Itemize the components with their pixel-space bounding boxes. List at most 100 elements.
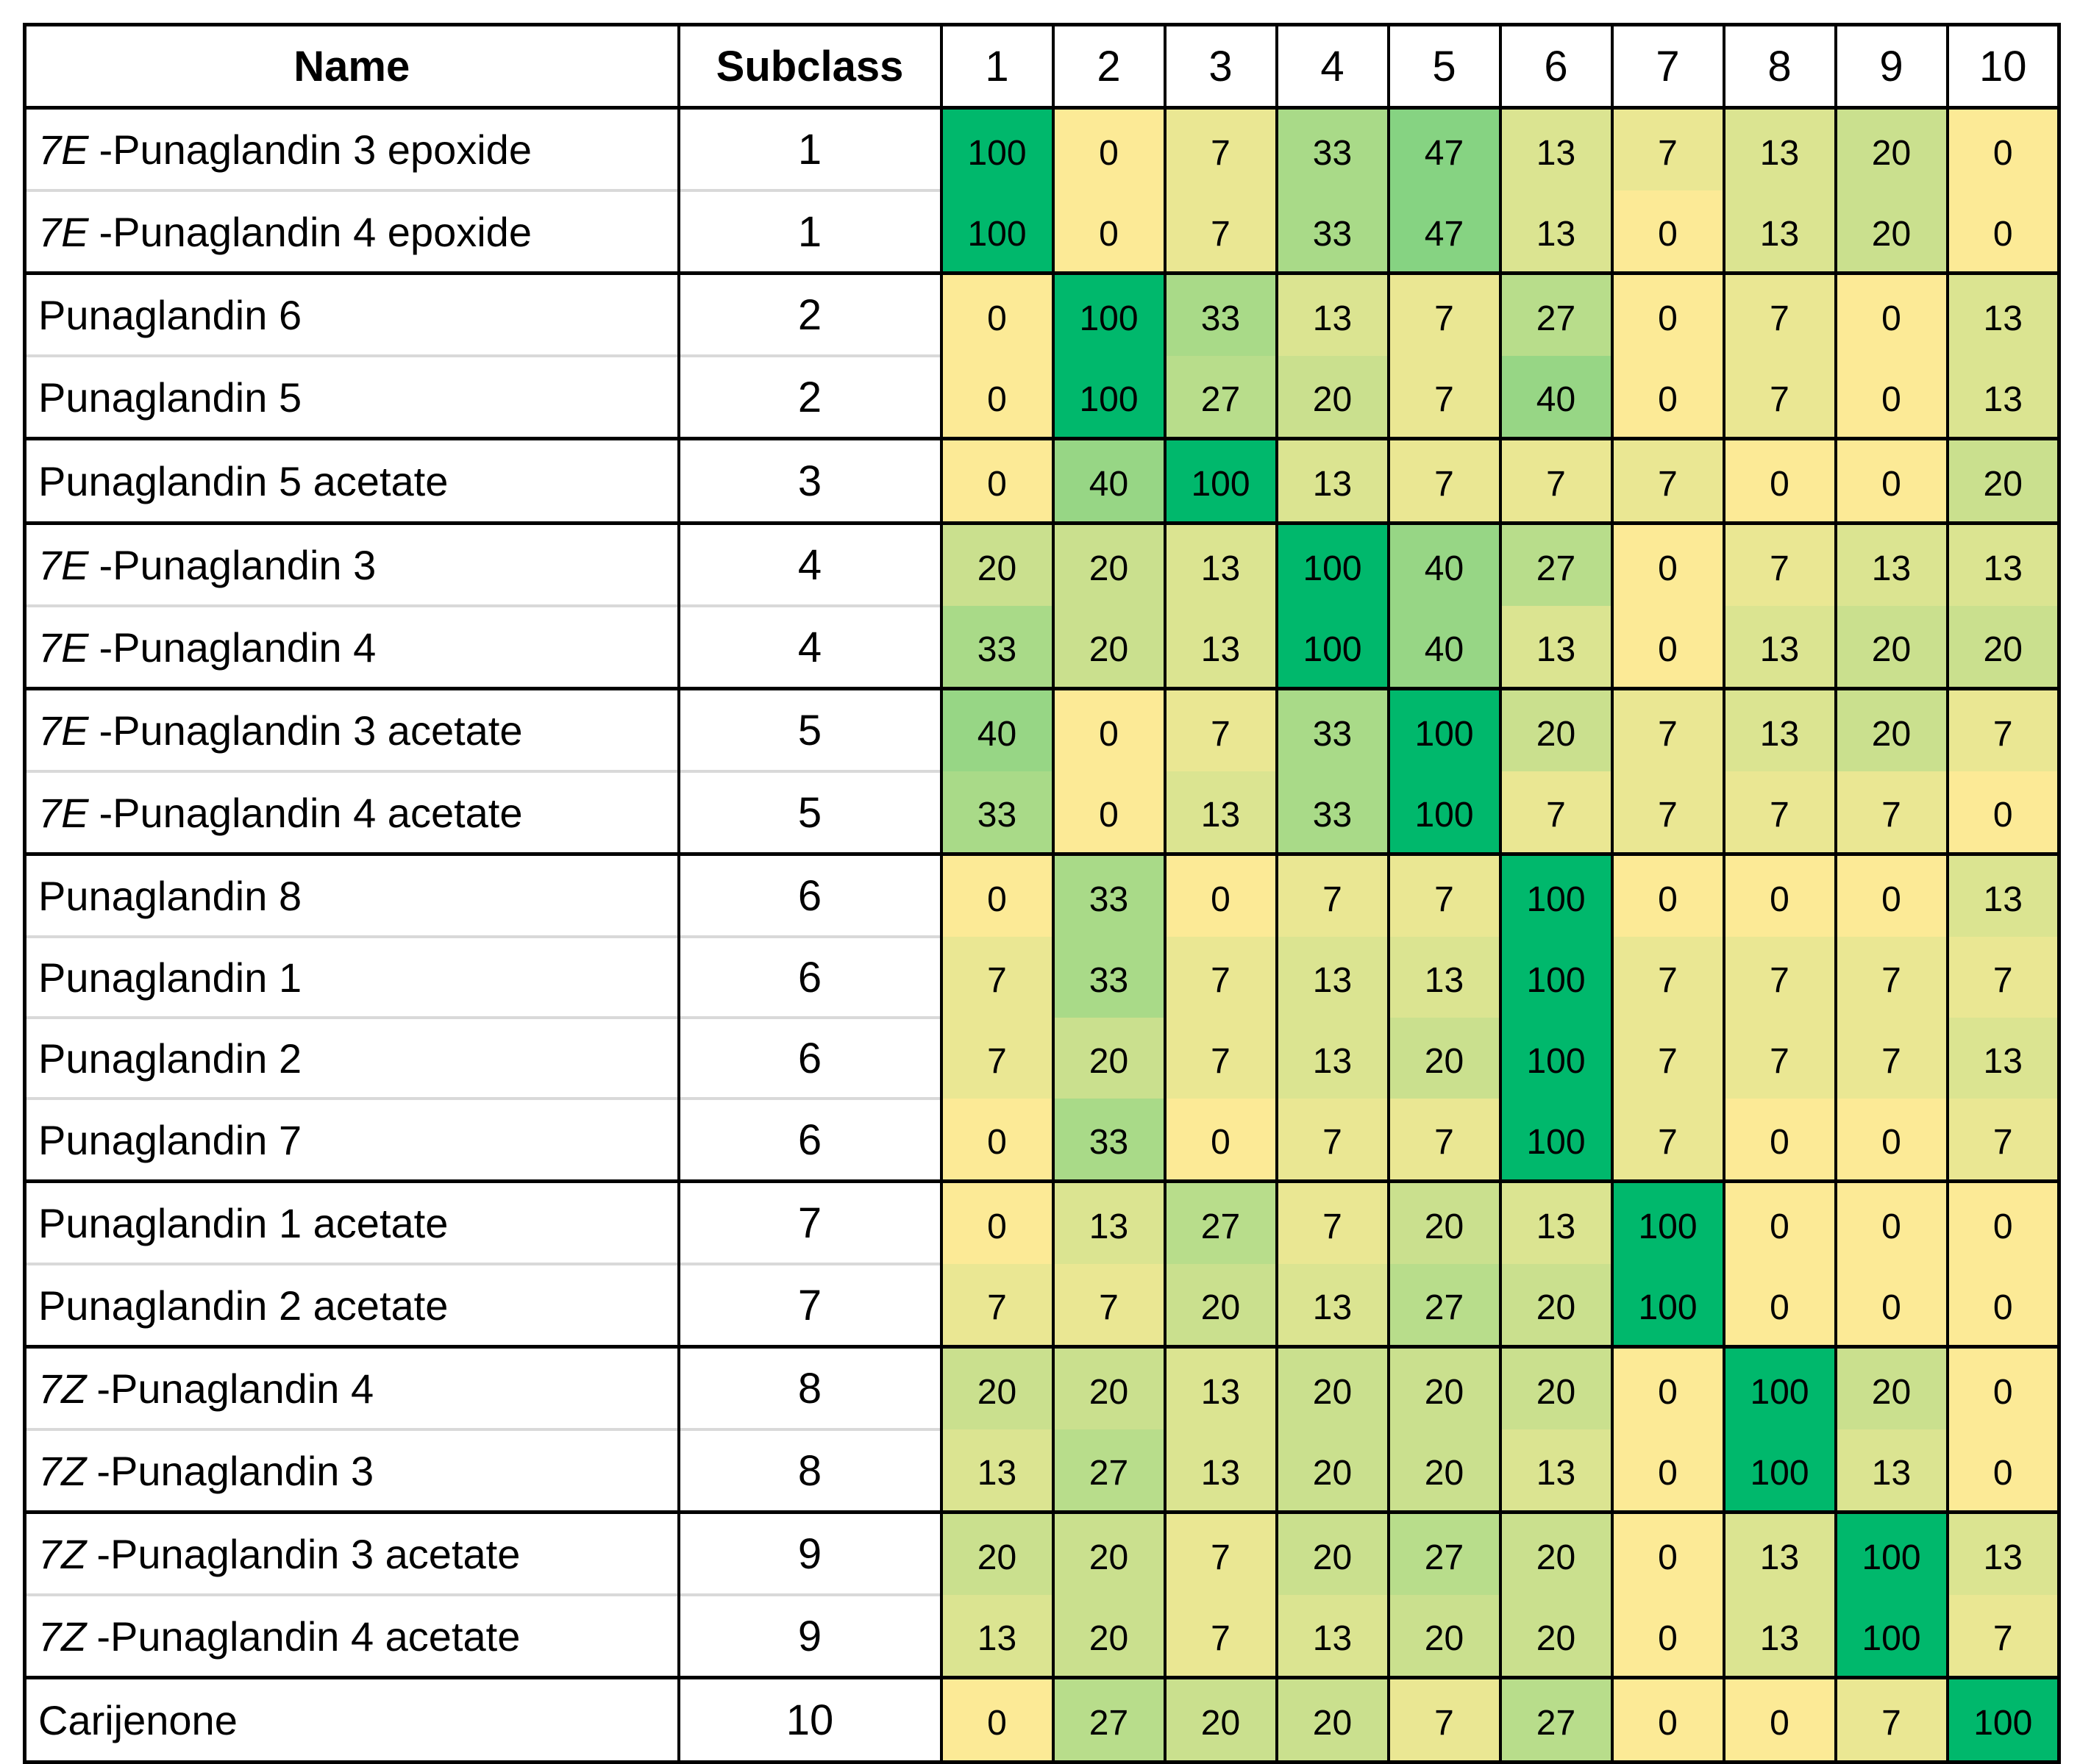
value-cell: 13	[1275, 1264, 1390, 1347]
value-cell: 13	[1051, 1179, 1167, 1264]
name-cell: Carijenone	[23, 1676, 680, 1763]
value-cell: 20	[1945, 606, 2061, 689]
value-cell: 7	[1498, 771, 1614, 854]
name-cell: 7Z -Punaglandin 3 acetate	[23, 1510, 680, 1595]
value-cell: 7	[1051, 1264, 1167, 1347]
table-row: 7Z -Punaglandin 3 8 13 27 13 20 20 13 0 100 13 0	[23, 1428, 2061, 1513]
subclass-cell: 1	[677, 106, 943, 190]
name-cell: 7E -Punaglandin 3 epoxide	[23, 106, 680, 190]
value-cell: 100	[1722, 1345, 1837, 1429]
value-cell: 33	[1051, 852, 1167, 937]
value-cell: 20	[1275, 1429, 1390, 1513]
name-prefix: 7E	[38, 624, 89, 671]
value-cell: 7	[1386, 1676, 1502, 1763]
value-cell: 0	[1610, 606, 1725, 689]
value-cell: 13	[1498, 106, 1614, 190]
name-cell: Punaglandin 5	[23, 354, 680, 439]
value-cell: 27	[1386, 1264, 1502, 1347]
value-cell: 0	[1610, 1345, 1725, 1429]
value-cell: 0	[1722, 1676, 1837, 1763]
value-cell: 20	[1051, 1345, 1167, 1429]
value-cell: 33	[1275, 190, 1390, 274]
value-cell: 20	[1386, 1018, 1502, 1099]
name-cell: 7Z -Punaglandin 4 acetate	[23, 1593, 680, 1678]
table-row: Carijenone 10 0 27 20 20 7 27 0 0 7 100	[23, 1676, 2061, 1763]
value-cell: 0	[1722, 1099, 1837, 1182]
value-cell: 20	[1275, 1676, 1390, 1763]
value-cell: 13	[1275, 937, 1390, 1018]
value-cell: 100	[1945, 1676, 2061, 1763]
value-cell: 33	[1275, 771, 1390, 854]
value-cell: 20	[1834, 1345, 1949, 1429]
value-cell: 100	[939, 190, 1055, 274]
subclass-cell: 5	[677, 687, 943, 771]
value-cell: 0	[1834, 271, 1949, 356]
value-cell: 20	[1386, 1345, 1502, 1429]
name-prefix: 7E	[38, 208, 89, 255]
compound-name: Punaglandin 6	[38, 291, 302, 338]
value-cell: 0	[939, 356, 1055, 439]
value-cell: 7	[1834, 771, 1949, 854]
subclass-cell: 4	[677, 604, 943, 689]
value-cell: 13	[1945, 1510, 2061, 1595]
compound-name: -Punaglandin 3	[96, 1447, 374, 1494]
value-cell: 0	[1945, 106, 2061, 190]
value-cell: 100	[1722, 1429, 1837, 1513]
subclass-cell: 6	[677, 852, 943, 937]
name-cell: 7E -Punaglandin 4 acetate	[23, 770, 680, 854]
value-cell: 0	[939, 1099, 1055, 1182]
column-header: 1	[939, 24, 1055, 110]
name-cell: 7E -Punaglandin 4 epoxide	[23, 189, 680, 274]
compound-name: Punaglandin 8	[38, 872, 302, 919]
compound-name: Punaglandin 1	[38, 954, 302, 1001]
value-cell: 7	[1163, 1510, 1278, 1595]
name-cell: Punaglandin 8	[23, 852, 680, 937]
value-cell: 20	[1945, 437, 2061, 524]
name-cell: Punaglandin 6	[23, 271, 680, 356]
value-cell: 27	[1163, 1179, 1278, 1264]
compound-name: Punaglandin 5 acetate	[38, 457, 449, 504]
value-cell: 7	[1945, 1099, 2061, 1182]
value-cell: 33	[1163, 271, 1278, 356]
value-cell: 0	[1722, 1179, 1837, 1264]
subclass-cell: 4	[677, 521, 943, 606]
name-cell: 7E -Punaglandin 4	[23, 604, 680, 689]
value-cell: 100	[1610, 1264, 1725, 1347]
table-row: Punaglandin 5 acetate 3 0 40 100 13 7 7 7 0 0 20	[23, 437, 2061, 524]
similarity-table: Name Subclass 1 2 3 4 5 6 7 8 9 10 7E -Punaglandin 3…	[23, 23, 2061, 1764]
compound-name: -Punaglandin 4 acetate	[96, 1613, 521, 1660]
value-cell: 13	[1498, 1429, 1614, 1513]
value-cell: 20	[1163, 1264, 1278, 1347]
value-cell: 20	[1386, 1429, 1502, 1513]
value-cell: 33	[939, 771, 1055, 854]
value-cell: 20	[1498, 1595, 1614, 1678]
value-cell: 7	[1722, 937, 1837, 1018]
value-cell: 100	[1498, 937, 1614, 1018]
value-cell: 20	[1498, 1510, 1614, 1595]
value-cell: 20	[1386, 1179, 1502, 1264]
compound-name: -Punaglandin 4 acetate	[99, 789, 523, 836]
value-cell: 20	[1051, 521, 1167, 606]
value-cell: 33	[1051, 937, 1167, 1018]
value-cell: 13	[1722, 606, 1837, 689]
value-cell: 7	[1386, 356, 1502, 439]
value-cell: 27	[1051, 1429, 1167, 1513]
table-row: 7E -Punaglandin 3 4 20 20 13 100 40 27 0 7 13 13	[23, 521, 2061, 606]
value-cell: 0	[1610, 1429, 1725, 1513]
table-row: Punaglandin 1 6 7 33 7 13 13 100 7 7 7 7	[23, 935, 2061, 1018]
value-cell: 7	[1610, 106, 1725, 190]
value-cell: 100	[1498, 1099, 1614, 1182]
value-cell: 7	[1275, 1099, 1390, 1182]
value-cell: 13	[1945, 271, 2061, 356]
name-prefix: 7Z	[38, 1447, 87, 1494]
subclass-cell: 5	[677, 770, 943, 854]
value-cell: 13	[1722, 1595, 1837, 1678]
value-cell: 20	[1275, 356, 1390, 439]
value-cell: 0	[1163, 1099, 1278, 1182]
value-cell: 27	[1163, 356, 1278, 439]
name-cell: 7E -Punaglandin 3	[23, 521, 680, 606]
value-cell: 0	[1945, 190, 2061, 274]
compound-name: Punaglandin 2	[38, 1035, 302, 1082]
column-header: 8	[1722, 24, 1837, 110]
value-cell: 7	[1722, 356, 1837, 439]
